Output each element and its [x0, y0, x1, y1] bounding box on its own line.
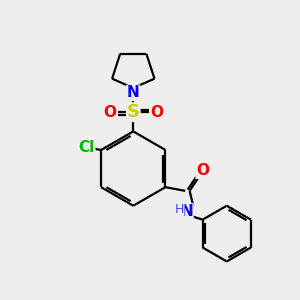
Text: H: H — [175, 203, 184, 216]
Text: Cl: Cl — [79, 140, 95, 155]
Text: O: O — [151, 105, 164, 120]
Text: O: O — [103, 105, 116, 120]
Text: N: N — [180, 204, 193, 219]
Text: S: S — [127, 103, 140, 121]
Text: O: O — [196, 163, 209, 178]
Text: N: N — [127, 85, 140, 100]
